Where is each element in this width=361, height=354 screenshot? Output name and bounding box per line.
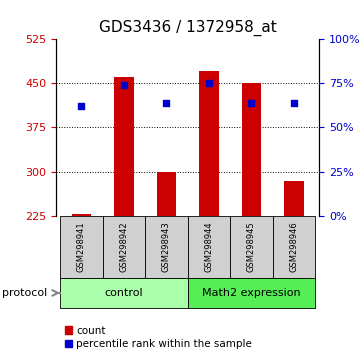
Point bbox=[121, 82, 127, 88]
Text: GSM298944: GSM298944 bbox=[204, 222, 213, 272]
Bar bbox=[273, 216, 315, 278]
Bar bbox=[60, 216, 103, 278]
Title: GDS3436 / 1372958_at: GDS3436 / 1372958_at bbox=[99, 20, 277, 36]
Text: Math2 expression: Math2 expression bbox=[202, 288, 301, 298]
Bar bbox=[145, 216, 188, 278]
Bar bbox=[157, 172, 176, 216]
Text: control: control bbox=[105, 288, 143, 298]
Point bbox=[249, 100, 255, 105]
Legend: count, percentile rank within the sample: count, percentile rank within the sample bbox=[65, 326, 252, 349]
Text: GSM298945: GSM298945 bbox=[247, 222, 256, 272]
Bar bbox=[103, 216, 145, 278]
Bar bbox=[114, 77, 134, 216]
Text: GSM298941: GSM298941 bbox=[77, 222, 86, 272]
Text: protocol: protocol bbox=[2, 288, 47, 298]
Bar bbox=[284, 181, 304, 216]
Bar bbox=[188, 216, 230, 278]
Point bbox=[164, 100, 169, 105]
Bar bbox=[188, 278, 315, 308]
Text: GSM298946: GSM298946 bbox=[290, 222, 299, 272]
Bar bbox=[230, 216, 273, 278]
Point bbox=[79, 103, 84, 109]
Text: GSM298943: GSM298943 bbox=[162, 222, 171, 272]
Point bbox=[291, 100, 297, 105]
Text: GSM298942: GSM298942 bbox=[119, 222, 129, 272]
Point bbox=[206, 80, 212, 86]
Bar bbox=[60, 278, 188, 308]
Bar bbox=[242, 83, 261, 216]
Bar bbox=[72, 214, 91, 216]
Bar bbox=[199, 72, 218, 216]
